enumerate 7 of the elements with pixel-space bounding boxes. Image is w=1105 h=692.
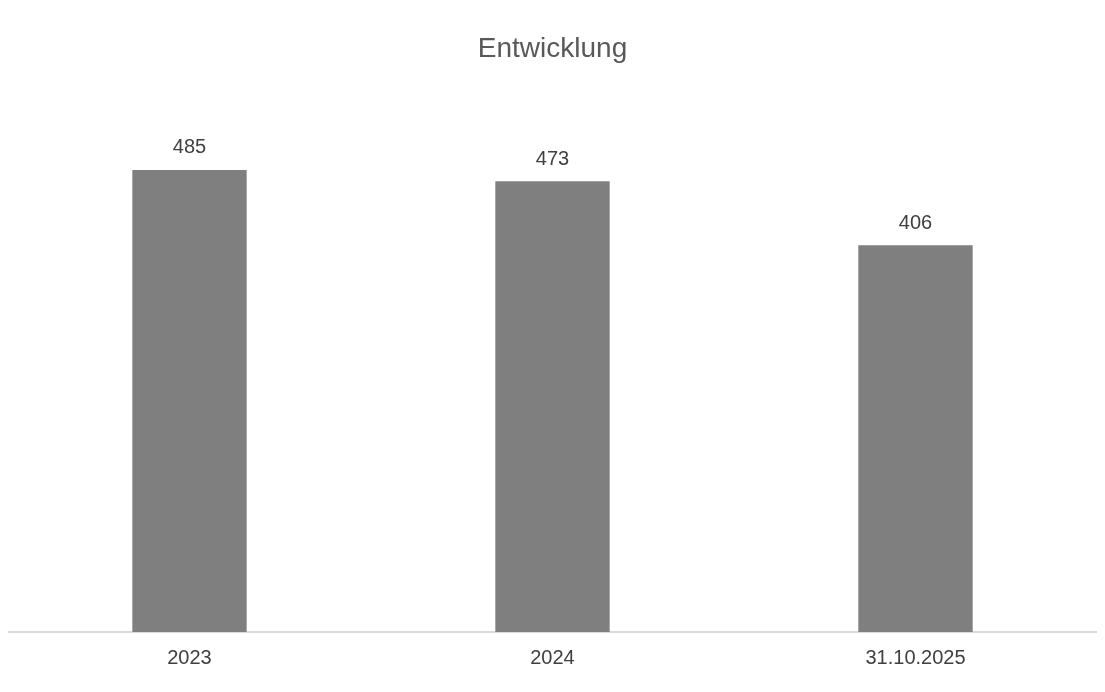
data-label: 406: [898, 210, 933, 233]
data-label: 473: [535, 146, 570, 169]
x-tick-label: 2024: [530, 645, 575, 668]
x-tick-label: 2023: [167, 645, 212, 668]
x-tick-label: 31.10.2025: [865, 645, 966, 668]
chart-title: Entwicklung: [477, 31, 628, 63]
data-label: 485: [172, 135, 207, 158]
